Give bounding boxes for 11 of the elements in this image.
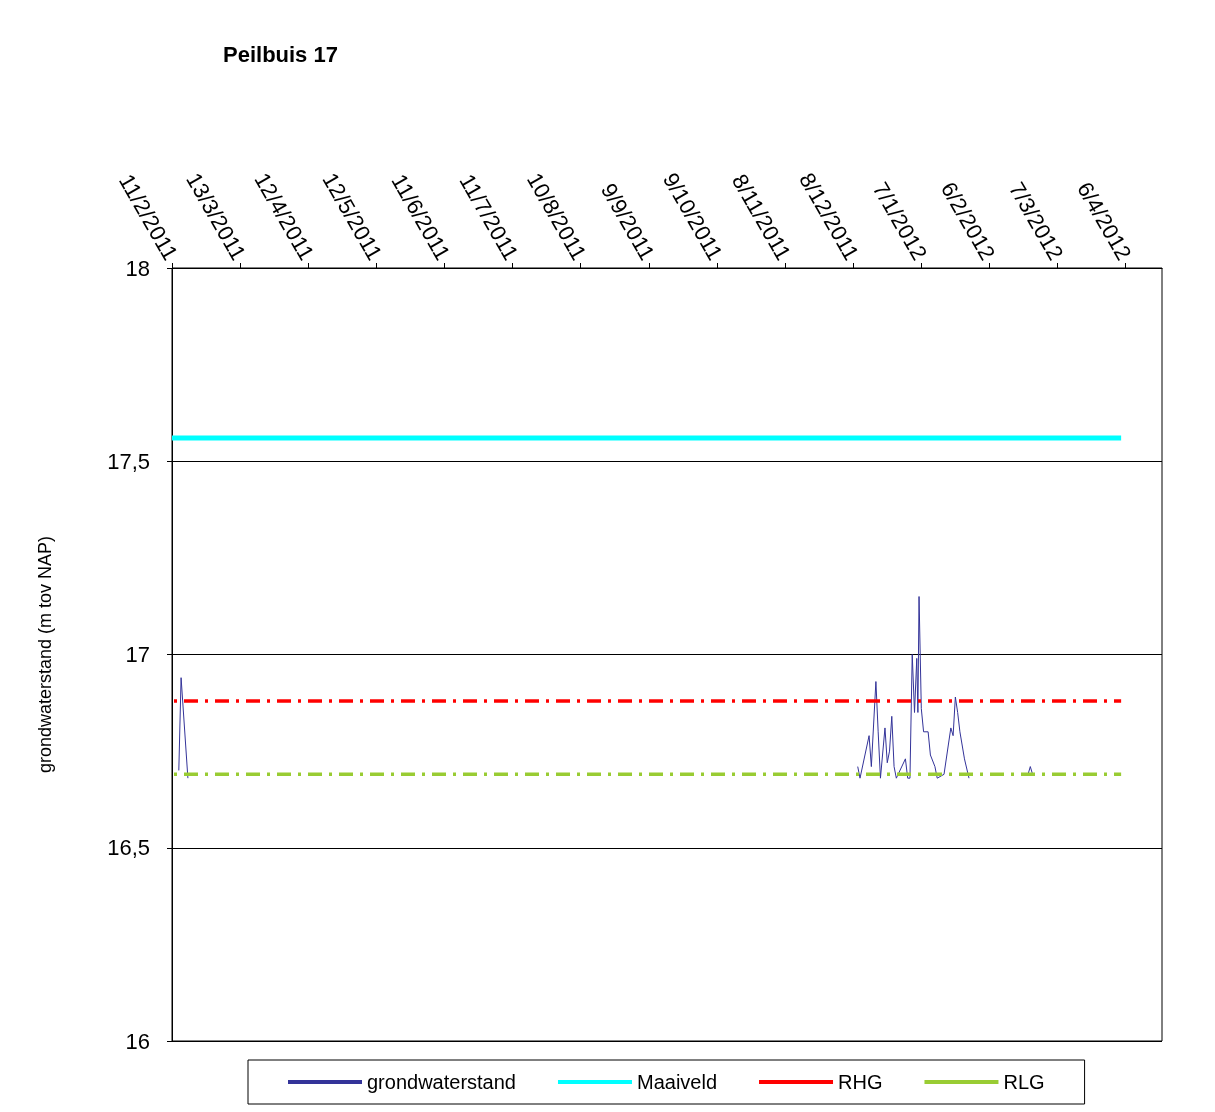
y-tick-label: 16: [125, 1028, 150, 1054]
y-tick-label: 18: [125, 255, 150, 281]
legend-label: RLG: [1003, 1071, 1045, 1093]
legend-label: RHG: [838, 1071, 883, 1093]
legend-label: Maaiveld: [636, 1071, 718, 1093]
y-tick-label: 17: [125, 642, 150, 667]
y-axis-title: grondwaterstand (m tov NAP): [35, 535, 55, 774]
chart-title: Peilbuis 17: [223, 41, 338, 67]
y-tick-label: 16,5: [107, 835, 150, 861]
legend-label: grondwaterstand: [367, 1071, 516, 1093]
y-tick-label: 17,5: [107, 448, 150, 474]
